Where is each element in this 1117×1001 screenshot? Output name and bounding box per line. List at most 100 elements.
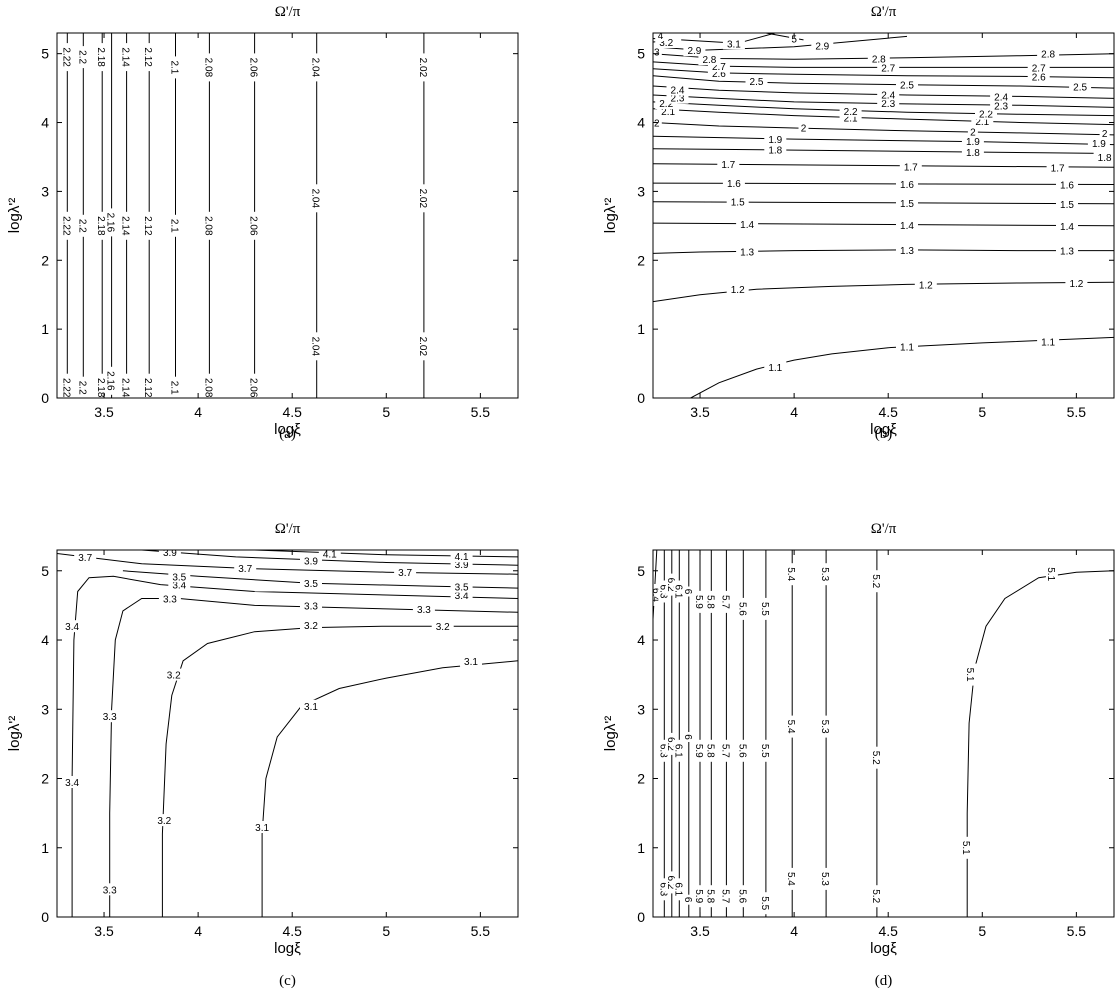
contour-label-text: 5.6 [736,744,747,758]
contour-label-bg [96,373,109,398]
contour-label-bg [61,43,74,72]
contour-label-bg [77,376,90,398]
contour-label: 2.9 [811,39,834,52]
contour-label: 2.5 [1069,80,1092,94]
contour-label: 1.4 [896,219,918,232]
contour-label-text: 2.08 [202,58,213,78]
contour-label-bg [96,211,109,240]
contour-label-text: 2.2 [76,381,87,395]
contour-label-bg [737,739,750,762]
contour-label: 2.18 [95,211,109,240]
contour-label: 5.4 [785,715,799,738]
contour-label-bg [764,361,787,373]
contour-label-bg [820,867,833,890]
contour-label-bg [764,133,787,146]
contour-label-text: 2 [1102,129,1108,140]
y-axis-label: logλ'² [602,716,619,751]
contour-label: 3.1 [300,699,322,713]
contour-label-text: 1.9 [966,137,980,148]
contour-label-bg [248,211,261,240]
contour-label-text: 6.1 [672,585,683,599]
contour-label: 2.08 [202,211,216,240]
contour-label: 1.6 [896,177,918,191]
contour-label-text: 2 [654,119,660,130]
contour-label: 5.6 [736,597,750,620]
contour-label-bg [450,580,473,593]
y-tick-label: 0 [41,390,49,406]
y-tick-label: 3 [637,183,645,199]
contour-label-bg [417,53,430,82]
y-tick-label: 3 [637,701,645,717]
contour-label: 2.16 [105,366,118,395]
contour-label-bg [158,550,181,559]
contour-label-bg [234,562,257,574]
contour-label-text: 2.8 [702,55,716,66]
contour-label: 2.14 [120,211,133,240]
contour-label-text: 1.5 [1060,200,1074,211]
contour-label: 1.6 [1056,178,1078,192]
contour-label-text: 1.8 [768,145,782,156]
y-tick-label: 3 [41,701,49,717]
contour-label-text: 2.1 [975,117,989,128]
contour-label: 5.8 [704,885,718,908]
contour-label: 3.7 [74,550,97,564]
x-tick-label: 3.5 [94,923,114,939]
contour-label-text: 1.2 [731,285,745,296]
contour-label-text: 3.2 [157,816,171,827]
contour-label-text: 5.4 [785,720,796,734]
contour-line-1.9 [653,135,1114,146]
contour-label-bg [737,597,750,620]
contour-label: 5.5 [759,892,772,915]
contour-label: 1.3 [1056,244,1078,258]
contour-label: 1.5 [896,197,918,210]
contour-label-bg [203,53,216,82]
contour-label-text: 3.3 [417,605,431,616]
contour-label: 1.7 [717,157,740,171]
contour-label-bg [300,554,322,567]
contour-label-text: 1.1 [900,342,914,353]
contour-label-bg [759,597,772,620]
contour-label: 2.2 [76,214,90,237]
contour-label-bg [169,56,182,79]
contour-label-text: 1.4 [1060,222,1074,233]
contour-label-text: 3 [654,48,660,59]
contour-label-bg [251,821,274,833]
contour-label-text: 5.1 [964,668,975,682]
contour-label-bg [318,550,341,560]
contour-label-text: 5.2 [870,889,881,903]
contour-label: 4 [655,33,666,42]
contour-label-text: 2.3 [881,99,895,110]
contour-label: 3.1 [251,821,274,834]
contour-label-bg [705,590,718,613]
contour-label: 5.6 [736,885,750,908]
contour-label: 2.1 [169,56,182,79]
contour-label: 5.5 [759,597,772,620]
contour-label-bg [786,563,799,586]
contour-label: 5.5 [759,739,772,762]
contour-label-text: 2.06 [248,378,259,398]
contour-label-bg [673,739,686,762]
contour-label-bg [1056,244,1078,257]
contour-label-text: 3.1 [304,702,318,713]
contour-label-bg [705,885,718,908]
contour-label: 3.5 [450,580,473,594]
contour-label: 2.1 [169,376,182,398]
y-axis-label: logλ'² [6,716,23,751]
contour-label-text: 5.9 [693,744,704,758]
contour-label-bg [431,620,454,633]
contour-label: 1.8 [1093,151,1114,164]
contour-label: 6.1 [672,878,686,901]
contour-label-text: 5.3 [819,720,830,734]
contour-label-bg [98,710,121,723]
y-axis-label: logλ'² [602,198,619,233]
contour-label-text: 5.8 [704,595,715,609]
contour-label-bg [717,157,740,170]
contour-line-1.2 [653,281,1114,303]
contour-label: 2 [967,125,978,139]
x-tick-label: 5 [978,404,986,420]
contour-label-bg [300,599,322,612]
plot-frame [652,549,1115,918]
x-tick-label: 5 [978,923,986,939]
contour-label-text: 6.2 [665,875,676,889]
contour-label: 5.7 [719,739,733,762]
